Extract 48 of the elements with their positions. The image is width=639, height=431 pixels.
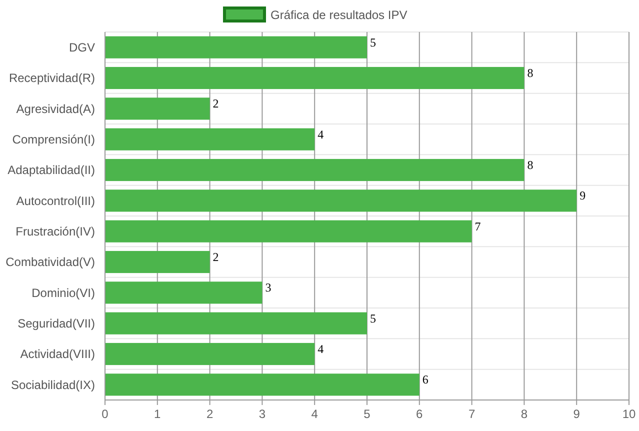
bar [105, 220, 472, 242]
y-tick-label: Frustración(IV) [16, 224, 95, 239]
x-tick-label: 5 [364, 407, 371, 421]
x-tick-label: 6 [416, 407, 424, 421]
x-tick-label: 8 [520, 407, 528, 421]
bar [105, 312, 367, 334]
bar [105, 282, 262, 304]
x-tick-label: 1 [154, 407, 162, 421]
x-tick-label: 10 [622, 407, 636, 421]
bar [105, 250, 210, 274]
bar [105, 36, 367, 58]
data-label: 3 [265, 280, 272, 295]
y-tick-label: DGV [68, 40, 95, 55]
data-label: 9 [580, 188, 586, 203]
x-tick-label: 7 [468, 407, 476, 421]
x-tick-label: 4 [311, 407, 318, 421]
data-label: 2 [212, 250, 219, 264]
data-label: 6 [422, 372, 428, 387]
bar [105, 66, 524, 90]
y-tick-label: Seguridad(VII) [18, 316, 95, 331]
x-tick-label: 0 [102, 407, 109, 421]
bar [105, 374, 420, 396]
bar [105, 190, 577, 212]
data-label: 8 [527, 158, 534, 172]
bar [105, 98, 210, 120]
y-tick-label: Sociabilidad(IX) [10, 378, 95, 392]
bar [105, 128, 315, 150]
data-label: 8 [527, 66, 534, 80]
bar [105, 342, 315, 366]
data-label: 2 [212, 96, 219, 111]
y-tick-label: Dominio(VI) [32, 286, 95, 300]
data-label: 5 [370, 311, 376, 326]
y-tick-label: Autocontrol(III) [16, 194, 95, 208]
data-label: 5 [370, 35, 376, 50]
y-tick-label: Actividad(VIII) [20, 347, 95, 362]
data-label: 4 [318, 127, 324, 142]
legend-label: Gráfica de resultados IPV [270, 8, 408, 22]
x-tick-label: 2 [206, 407, 214, 421]
y-tick-label: Combatividad(V) [6, 255, 95, 270]
x-tick-label: 9 [573, 407, 580, 421]
bar [105, 158, 524, 182]
y-tick-label: Agresividad(A) [16, 102, 95, 116]
y-tick-label: Adaptabilidad(II) [8, 163, 95, 178]
x-tick-label: 3 [258, 407, 266, 421]
y-tick-label: Comprensión(I) [12, 132, 95, 147]
data-label: 4 [318, 342, 324, 356]
y-tick-label: Receptividad(R) [8, 71, 95, 86]
data-label: 7 [474, 219, 481, 234]
